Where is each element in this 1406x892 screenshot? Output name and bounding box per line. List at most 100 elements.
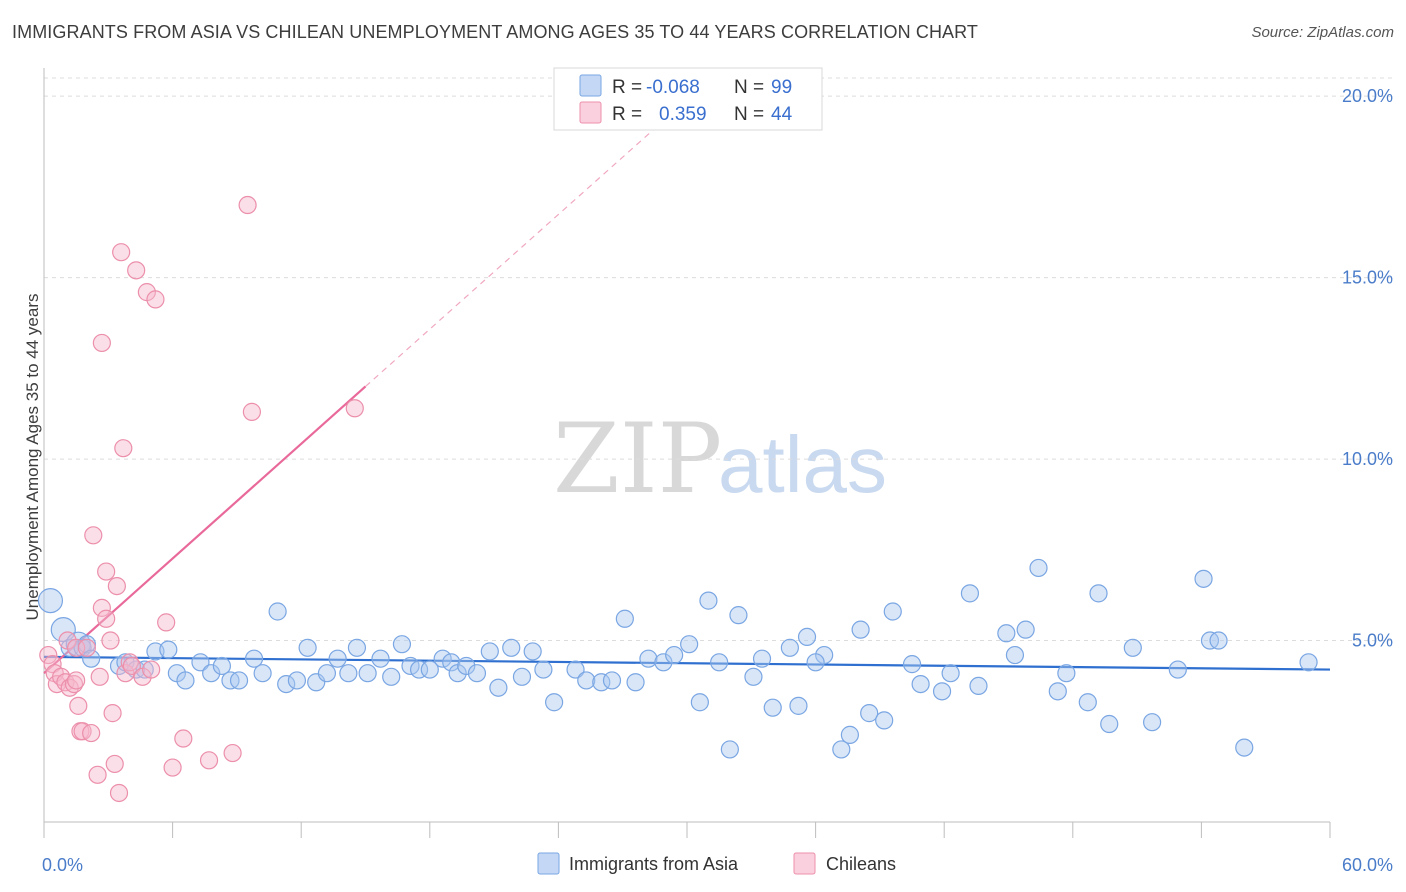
- legend-chileans-n-label: N =: [734, 104, 764, 125]
- point-immigrants-from-asia: [883, 602, 902, 621]
- point-immigrants-from-asia: [1168, 660, 1187, 679]
- point-immigrants-from-asia: [1078, 693, 1097, 712]
- trend-line-asia: [43, 655, 1331, 671]
- trend-line-chileans: [43, 385, 367, 675]
- point-immigrants-from-asia: [298, 638, 317, 657]
- point-immigrants-from-asia: [358, 664, 377, 683]
- point-immigrants-from-asia: [902, 655, 922, 674]
- point-immigrants-from-asia: [577, 671, 596, 690]
- point-immigrants-from-asia: [347, 638, 367, 657]
- point-chileans: [67, 638, 86, 657]
- point-immigrants-from-asia: [1016, 620, 1035, 639]
- point-chileans: [107, 576, 126, 596]
- point-immigrants-from-asia: [615, 609, 634, 628]
- point-immigrants-from-asia: [287, 671, 307, 690]
- point-chileans: [146, 290, 165, 309]
- x-tick-label: 0.0%: [42, 855, 83, 875]
- point-immigrants-from-asia: [545, 693, 564, 712]
- series-legend-swatch-chileans: [793, 852, 816, 875]
- point-chileans: [69, 696, 88, 715]
- point-immigrants-from-asia: [244, 649, 264, 668]
- point-chileans: [174, 729, 193, 748]
- point-chileans: [101, 631, 120, 650]
- legend-chileans-r-label: R =: [612, 104, 642, 125]
- point-immigrants-from-asia: [1194, 569, 1213, 588]
- point-immigrants-from-asia: [420, 660, 439, 679]
- point-chileans: [142, 660, 161, 679]
- point-immigrants-from-asia: [699, 591, 718, 610]
- point-chileans: [92, 333, 111, 353]
- y-tick-label: 20.0%: [1342, 86, 1393, 106]
- series-legend: Immigrants from Asia Chileans: [537, 852, 896, 875]
- legend-swatch-asia: [579, 74, 602, 97]
- point-immigrants-from-asia: [665, 645, 684, 665]
- point-immigrants-from-asia: [253, 664, 272, 683]
- point-immigrants-from-asia: [680, 635, 699, 654]
- point-immigrants-from-asia: [566, 660, 585, 679]
- point-immigrants-from-asia: [467, 664, 487, 683]
- point-immigrants-from-asia: [229, 671, 249, 690]
- point-chileans: [77, 638, 96, 657]
- point-immigrants-from-asia: [806, 653, 825, 672]
- legend-asia-n-value: 99: [771, 77, 792, 98]
- point-chileans: [105, 754, 124, 774]
- point-chileans: [242, 402, 262, 421]
- legend-swatch-chileans: [579, 101, 602, 124]
- legend-asia-n-label: N =: [734, 77, 764, 98]
- point-immigrants-from-asia: [212, 656, 231, 676]
- point-immigrants-from-asia: [480, 642, 499, 661]
- point-immigrants-from-asia: [860, 704, 879, 723]
- point-immigrants-from-asia: [639, 649, 658, 668]
- y-tick-label: 10.0%: [1342, 449, 1393, 469]
- point-immigrants-from-asia: [626, 673, 645, 692]
- point-immigrants-from-asia: [328, 649, 347, 668]
- point-chileans: [84, 526, 103, 545]
- point-immigrants-from-asia: [502, 638, 521, 657]
- point-chileans: [127, 261, 146, 280]
- point-chileans: [97, 562, 116, 581]
- gridlines: [44, 77, 1392, 642]
- point-chileans: [114, 439, 133, 458]
- point-chileans: [90, 667, 109, 686]
- point-immigrants-from-asia: [382, 667, 401, 686]
- point-immigrants-from-asia: [489, 678, 508, 697]
- point-immigrants-from-asia: [523, 642, 542, 661]
- point-chileans: [92, 598, 111, 617]
- point-immigrants-from-asia: [932, 682, 952, 701]
- series-legend-swatch-asia: [537, 852, 560, 875]
- point-immigrants-from-asia: [1048, 682, 1067, 701]
- point-immigrants-from-asia: [1029, 558, 1048, 578]
- point-immigrants-from-asia: [797, 627, 817, 647]
- data-points: [37, 195, 1318, 803]
- point-immigrants-from-asia: [371, 649, 390, 668]
- point-immigrants-from-asia: [392, 635, 412, 654]
- point-immigrants-from-asia: [997, 624, 1016, 643]
- watermark-atlas: atlas: [718, 420, 887, 509]
- tick-labels: 5.0% 10.0% 15.0% 20.0% 0.0% 60.0%: [42, 86, 1393, 875]
- point-chileans: [122, 656, 141, 676]
- point-chileans: [103, 704, 122, 723]
- point-immigrants-from-asia: [789, 696, 808, 715]
- series-legend-chileans: Chileans: [826, 854, 896, 874]
- point-chileans: [116, 664, 135, 683]
- point-chileans: [163, 758, 182, 777]
- point-immigrants-from-asia: [840, 725, 859, 744]
- point-chileans: [88, 765, 107, 784]
- point-chileans: [345, 399, 364, 418]
- legend-chileans-n-value: 44: [771, 104, 793, 125]
- legend-asia-r-value: -0.068: [646, 77, 700, 98]
- point-immigrants-from-asia: [202, 664, 221, 683]
- point-immigrants-from-asia: [512, 667, 532, 686]
- y-tick-label: 5.0%: [1352, 631, 1393, 651]
- point-immigrants-from-asia: [159, 640, 178, 659]
- point-immigrants-from-asia: [1057, 664, 1076, 683]
- point-chileans: [223, 743, 242, 763]
- point-immigrants-from-asia: [442, 653, 461, 672]
- point-immigrants-from-asia: [191, 653, 210, 672]
- x-tick-label: 60.0%: [1342, 855, 1393, 875]
- point-immigrants-from-asia: [268, 602, 287, 621]
- point-immigrants-from-asia: [744, 667, 763, 686]
- point-immigrants-from-asia: [752, 649, 772, 668]
- point-immigrants-from-asia: [960, 584, 980, 603]
